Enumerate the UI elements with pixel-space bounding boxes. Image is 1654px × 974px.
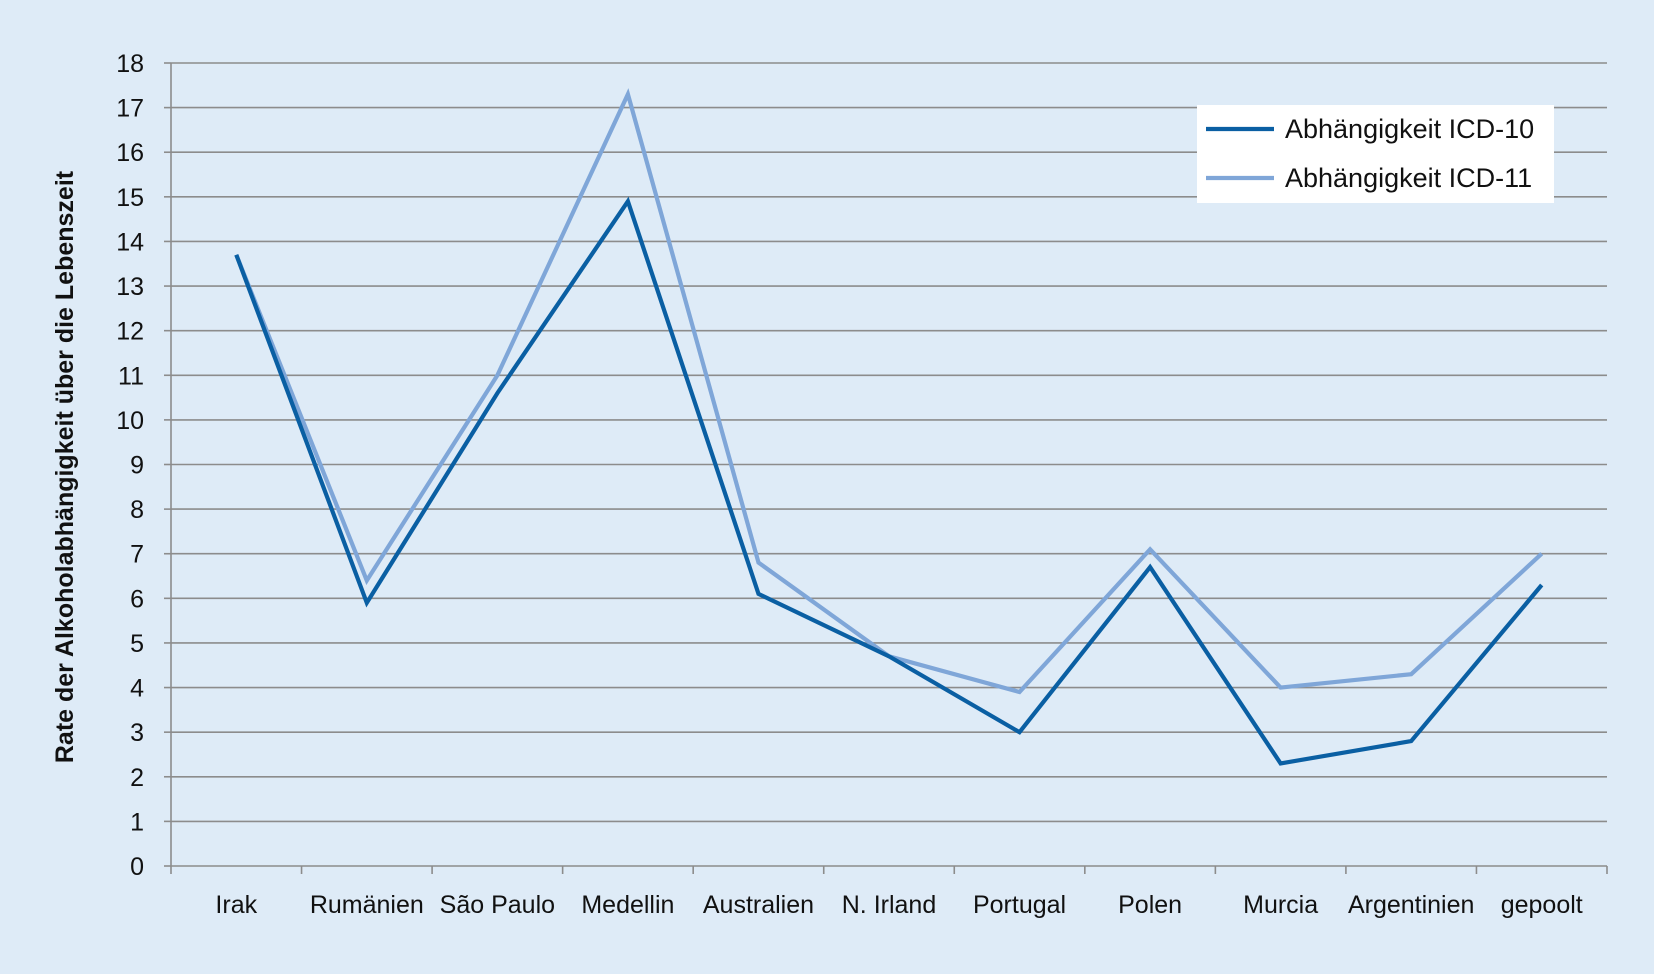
y-tick-label: 1 [130,808,144,836]
y-tick-label: 9 [130,452,144,480]
y-tick-label: 18 [116,50,144,78]
x-category-labels: Irak Rumänien São Paulo Medellin Australien N… [215,891,1582,919]
legend-label: Abhängigkeit ICD-10 [1285,114,1534,144]
legend-label: Abhängigkeit ICD-11 [1285,163,1532,193]
x-category-label: Australien [703,891,814,919]
y-tick-label: 4 [130,675,144,703]
x-category-label: Irak [215,891,257,919]
x-category-label: São Paulo [440,891,555,919]
x-category-label: Rumänien [310,891,424,919]
y-tick-label: 8 [130,496,144,524]
y-tick-label: 13 [116,273,144,301]
y-tick-label: 3 [130,719,144,747]
x-category-label: gepoolt [1501,891,1583,919]
y-tick-label: 16 [116,139,144,167]
y-tick-label: 12 [116,318,144,346]
y-tick-label: 6 [130,585,144,613]
x-category-label: Polen [1118,891,1182,919]
y-axis-label: Rate der Alkoholabhängigkeit über die Le… [51,170,79,763]
y-tick-label: 2 [130,764,144,792]
legend: Abhängigkeit ICD-10 Abhängigkeit ICD-11 [1197,105,1554,203]
y-tick-label: 14 [116,228,144,256]
y-tick-label: 15 [116,184,144,212]
x-category-label: N. Irland [842,891,936,919]
y-tick-label: 0 [130,853,144,881]
x-category-label: Murcia [1243,891,1318,919]
y-tick-label: 10 [116,407,144,435]
y-tick-label: 7 [130,541,144,569]
y-tick-label: 11 [118,362,144,390]
y-tick-label: 17 [116,95,144,123]
x-category-label: Portugal [973,891,1066,919]
x-category-label: Argentinien [1348,891,1474,919]
x-category-label: Medellin [581,891,674,919]
y-tick-label: 5 [130,630,144,658]
